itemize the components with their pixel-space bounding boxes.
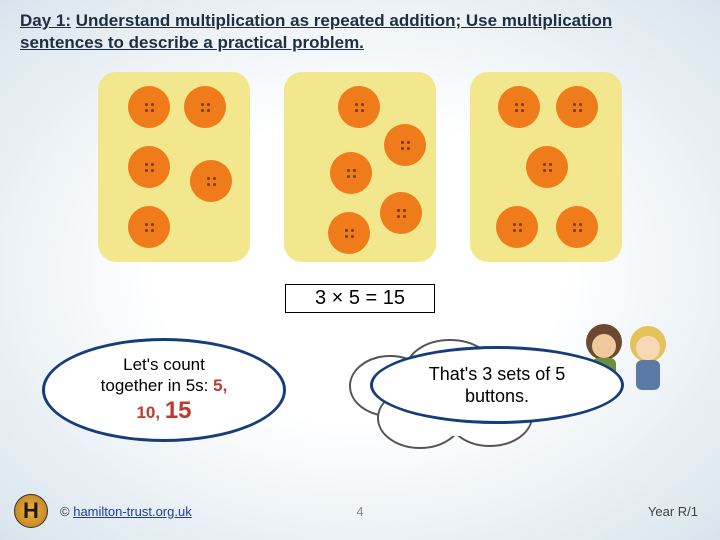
equation-text: 3 × 5 = 15 — [315, 287, 405, 309]
button-circle — [380, 192, 422, 234]
heading-text: Understand multiplication as repeated ad… — [20, 11, 612, 52]
button-circle — [526, 146, 568, 188]
copyright: © hamilton-trust.org.uk — [60, 504, 192, 519]
slide-heading: Day 1: Understand multiplication as repe… — [0, 0, 720, 58]
button-circle — [496, 206, 538, 248]
year-label: Year R/1 — [648, 504, 698, 519]
button-circle — [128, 146, 170, 188]
page-number: 4 — [356, 504, 363, 519]
button-circle — [338, 86, 380, 128]
button-sets-row — [0, 72, 720, 262]
logo-letter: H — [23, 498, 39, 524]
button-circle — [190, 160, 232, 202]
button-circle — [498, 86, 540, 128]
button-circle — [128, 206, 170, 248]
slide-footer: H © hamilton-trust.org.uk 4 Year R/1 — [0, 494, 720, 528]
set-card-1 — [98, 72, 250, 262]
button-circle — [556, 206, 598, 248]
speech-left-content: Let's count together in 5s: 5, 10, 15 — [101, 354, 228, 427]
set-card-3 — [470, 72, 622, 262]
speech-bubble-left: Let's count together in 5s: 5, 10, 15 — [42, 338, 286, 442]
equation-box: 3 × 5 = 15 — [285, 284, 435, 313]
day-label: Day 1: — [20, 11, 71, 30]
button-circle — [128, 86, 170, 128]
button-circle — [328, 212, 370, 254]
speech-right-content: That's 3 sets of 5 buttons. — [429, 363, 566, 408]
speech-bubble-right: That's 3 sets of 5 buttons. — [370, 346, 624, 424]
set-card-2 — [284, 72, 436, 262]
button-circle — [384, 124, 426, 166]
source-link[interactable]: hamilton-trust.org.uk — [73, 504, 192, 519]
button-circle — [184, 86, 226, 128]
logo-badge: H — [14, 494, 48, 528]
button-circle — [556, 86, 598, 128]
button-circle — [330, 152, 372, 194]
